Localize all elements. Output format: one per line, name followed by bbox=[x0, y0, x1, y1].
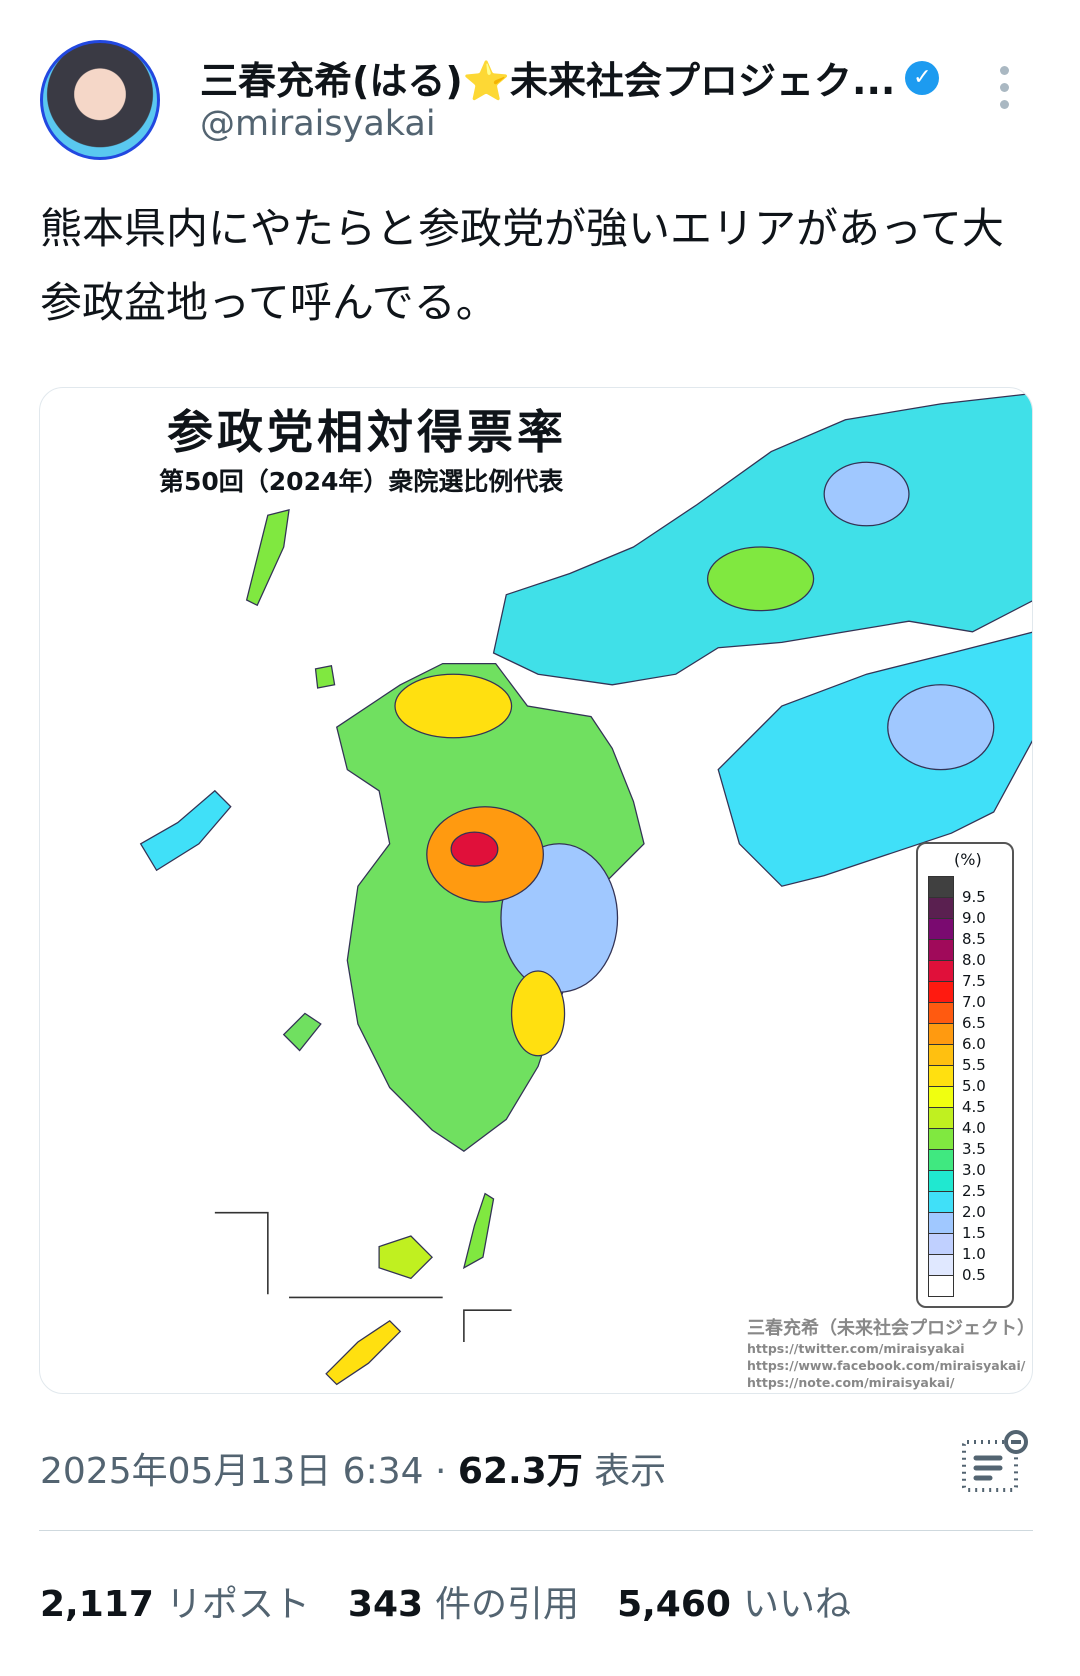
avatar[interactable] bbox=[40, 40, 160, 160]
map-island-amami bbox=[325, 1319, 402, 1386]
legend-unit: (%) bbox=[954, 850, 982, 869]
legend-swatch bbox=[928, 981, 954, 1002]
more-vertical-icon[interactable] bbox=[1000, 66, 1010, 109]
inset-border-3 bbox=[463, 1309, 512, 1342]
legend-label: 9.5 bbox=[962, 888, 986, 906]
engagement-stats: 2,117 リポスト 343 件の引用 5,460 いいね bbox=[40, 1575, 851, 1627]
legend-swatch bbox=[928, 897, 954, 918]
map-island-yakushima bbox=[378, 1235, 433, 1280]
map-region-chugoku bbox=[492, 392, 1032, 686]
map-island-tsushima bbox=[245, 509, 290, 607]
legend-label: 3.5 bbox=[962, 1140, 986, 1158]
legend-label: 6.0 bbox=[962, 1035, 986, 1053]
map-area-red-kumamoto bbox=[450, 831, 499, 867]
legend-swatch bbox=[928, 1275, 954, 1297]
legend-label: 0.5 bbox=[962, 1266, 986, 1284]
legend-label: 5.5 bbox=[962, 1056, 986, 1074]
legend-label: 7.5 bbox=[962, 972, 986, 990]
legend-label: 2.5 bbox=[962, 1182, 986, 1200]
timestamp[interactable]: 2025年05月13日 6:34 bbox=[40, 1451, 424, 1492]
quotes-stat[interactable]: 343 件の引用 bbox=[347, 1584, 580, 1625]
legend-label: 3.0 bbox=[962, 1161, 986, 1179]
legend-label: 2.0 bbox=[962, 1203, 986, 1221]
legend-swatch bbox=[928, 1149, 954, 1170]
attribution-url: https://www.facebook.com/miraisyakai/ bbox=[747, 1358, 1026, 1373]
map-region-kyushu bbox=[335, 662, 645, 1152]
legend-swatch bbox=[928, 1233, 954, 1254]
attribution: 三春充希（未来社会プロジェクト） https://twitter.com/mir… bbox=[747, 1314, 1032, 1391]
map-area-blue-shikoku-1 bbox=[887, 684, 995, 771]
legend-label: 4.5 bbox=[962, 1098, 986, 1116]
legend-label: 9.0 bbox=[962, 909, 986, 927]
legend-swatch bbox=[928, 876, 954, 897]
attribution-url: https://note.com/miraisyakai/ bbox=[747, 1375, 955, 1390]
view-count: 62.3万 bbox=[457, 1451, 583, 1492]
map-island-tanegashima bbox=[462, 1192, 495, 1270]
color-legend: (%) 9.5 9.0 8.5 8.0 7.5 7.0 6.5 6.0 5.5 5.0 4.5 4.0… bbox=[916, 842, 1014, 1308]
legend-swatch bbox=[928, 1023, 954, 1044]
tweet-text: 熊本県内にやたらと参政党が強いエリアがあって大参政盆地って呼んでる。 bbox=[40, 204, 1004, 327]
map-island-goto bbox=[139, 789, 232, 872]
attribution-name: 三春充希（未来社会プロジェクト） bbox=[747, 1318, 1033, 1339]
map-island-koshiki bbox=[282, 1012, 322, 1052]
choropleth-map bbox=[139, 392, 1032, 1386]
legend-label: 4.0 bbox=[962, 1119, 986, 1137]
legend-swatch bbox=[928, 1044, 954, 1065]
author-handle[interactable]: @miraisyakai bbox=[200, 104, 436, 144]
attribution-url: https://twitter.com/miraisyakai bbox=[747, 1341, 965, 1356]
reposts-stat[interactable]: 2,117 リポスト bbox=[40, 1584, 310, 1625]
verified-badge-icon: ✓ bbox=[905, 60, 940, 95]
legend-swatch bbox=[928, 1254, 954, 1275]
legend-swatch bbox=[928, 1170, 954, 1191]
display-name: 三春充希(はる)⭐未来社会プロジェク... bbox=[200, 59, 896, 103]
inset-border-1 bbox=[214, 1211, 269, 1295]
map-area-green-chugoku bbox=[706, 546, 815, 612]
tweet-image[interactable]: 参政党相対得票率 第50回（2024年）衆院選比例代表 (%) 9.5 9.0 8.… bbox=[39, 387, 1033, 1394]
map-subtitle: 第50回（2024年）衆院選比例代表 bbox=[159, 467, 564, 496]
legend-swatch bbox=[928, 1128, 954, 1149]
legend-labels: 9.5 9.0 8.5 8.0 7.5 7.0 6.5 6.0 5.5 5.0 4.5 4.0 3.5 3… bbox=[962, 887, 986, 1286]
legend-label: 5.0 bbox=[962, 1077, 986, 1095]
legend-swatches bbox=[928, 876, 954, 1297]
map-title: 参政党相対得票率 bbox=[167, 405, 567, 459]
legend-swatch bbox=[928, 1191, 954, 1212]
divider bbox=[39, 1530, 1033, 1531]
legend-swatch bbox=[928, 1065, 954, 1086]
legend-swatch bbox=[928, 939, 954, 960]
legend-swatch bbox=[928, 1212, 954, 1233]
legend-swatch bbox=[928, 1086, 954, 1107]
legend-swatch bbox=[928, 918, 954, 939]
tweet-meta: 2025年05月13日 6:34 · 62.3万 表示 bbox=[40, 1442, 666, 1494]
map-area-blue-chugoku-1 bbox=[823, 461, 910, 527]
analytics-icon[interactable] bbox=[960, 1430, 1030, 1494]
legend-label: 1.0 bbox=[962, 1245, 986, 1263]
likes-stat[interactable]: 5,460 いいね bbox=[617, 1584, 851, 1625]
map-area-yellow-southeast bbox=[510, 970, 566, 1057]
legend-label: 7.0 bbox=[962, 993, 986, 1011]
view-label: 表示 bbox=[594, 1451, 667, 1492]
map-island-iki bbox=[314, 664, 336, 689]
map-area-yellow-north bbox=[394, 673, 513, 739]
legend-label: 1.5 bbox=[962, 1224, 986, 1242]
legend-swatch bbox=[928, 960, 954, 981]
author-name[interactable]: 三春充希(はる)⭐未来社会プロジェク... ✓ bbox=[200, 50, 940, 105]
legend-swatch bbox=[928, 1002, 954, 1023]
legend-swatch bbox=[928, 1107, 954, 1128]
legend-label: 6.5 bbox=[962, 1014, 986, 1032]
meta-separator: · bbox=[434, 1451, 447, 1492]
legend-label: 8.0 bbox=[962, 951, 986, 969]
legend-label: 8.5 bbox=[962, 930, 986, 948]
